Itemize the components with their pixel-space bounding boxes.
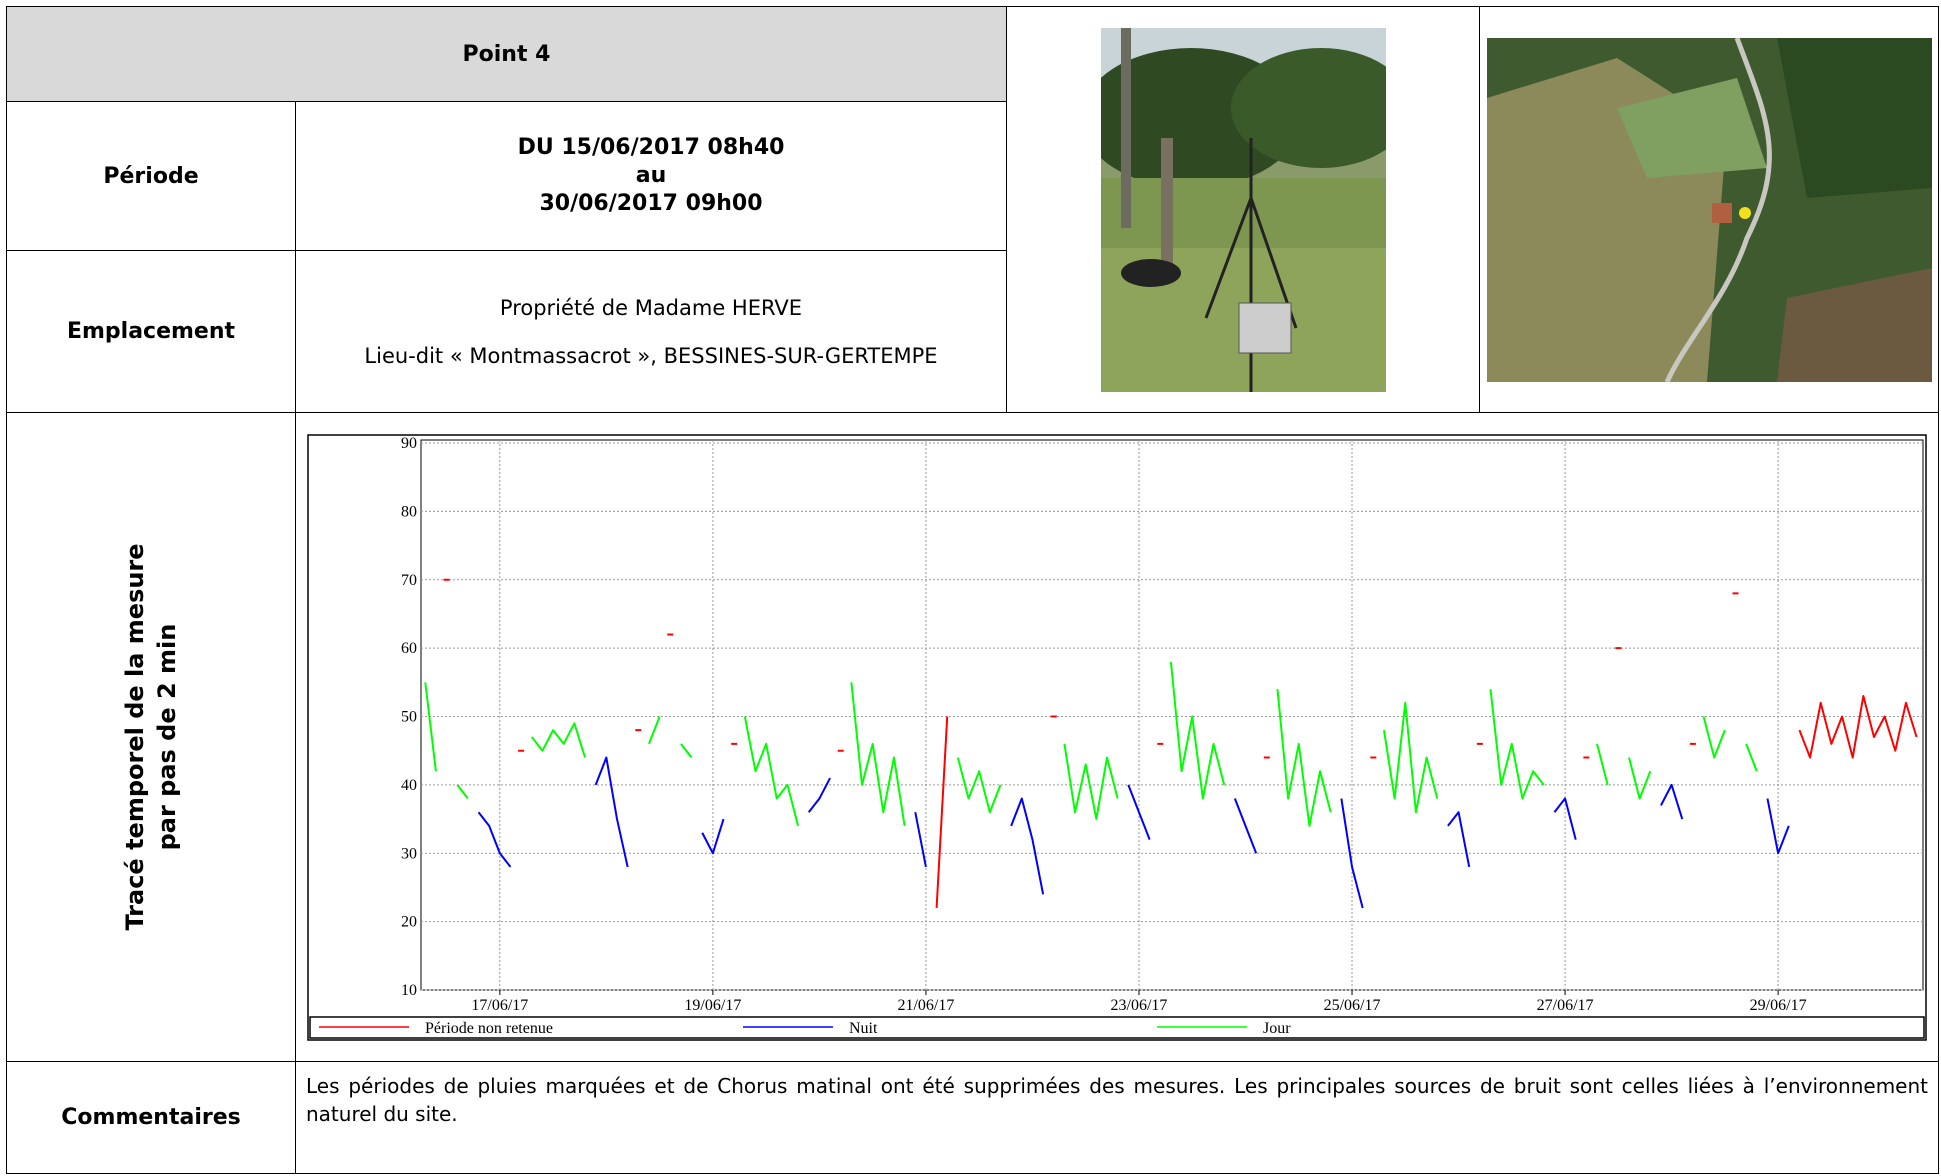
aerial-photo (1486, 37, 1932, 382)
x-tick-label: 17/06/17 (471, 997, 528, 1014)
period-line: au (635, 163, 667, 188)
y-tick-label: 20 (401, 914, 417, 931)
x-tick-label: 27/06/17 (1537, 997, 1594, 1014)
y-tick-label: 30 (401, 845, 417, 862)
row-label: Emplacement (66, 319, 236, 344)
y-tick-label: 90 (401, 435, 417, 452)
x-tick-label: 21/06/17 (897, 997, 954, 1014)
line-series (443, 578, 1918, 909)
location-line: Lieu-dit « Montmassacrot », BESSINES-SUR… (364, 343, 938, 368)
legend-box (309, 1016, 1925, 1039)
legend-label: Période non retenue (425, 1020, 553, 1037)
period-line: 30/06/2017 09h00 (539, 191, 763, 216)
y-tick-label: 60 (401, 640, 417, 657)
y-tick-label: 70 (401, 572, 417, 589)
y-tick-label: 50 (401, 709, 417, 726)
x-tick-label: 23/06/17 (1111, 997, 1168, 1014)
comment-cell: Les périodes de pluies marquées et de Ch… (295, 1061, 1939, 1174)
legend-label: Jour (1263, 1020, 1291, 1037)
title-cell: Point 4 (6, 6, 1007, 102)
row-label: Commentaires (61, 1105, 241, 1130)
comment-text: Les périodes de pluies marquées et de Ch… (306, 1074, 1928, 1126)
chart-frame (307, 434, 1927, 1041)
plot-area (420, 439, 1924, 991)
y-tick-label: 10 (401, 982, 417, 999)
line-series (477, 756, 1790, 909)
row-label: Période (103, 163, 199, 189)
location-line: Propriété de Madame HERVE (499, 295, 803, 320)
photo-cell (1479, 6, 1939, 413)
label-cell: Commentaires (6, 1061, 296, 1174)
x-tick-label: 25/06/17 (1324, 997, 1381, 1014)
title: Point 4 (462, 41, 551, 67)
y-tick-label: 40 (401, 777, 417, 794)
photo (1100, 27, 1386, 392)
x-tick-label: 19/06/17 (684, 997, 741, 1014)
legend-label: Nuit (849, 1020, 878, 1037)
x-tick-label: 29/06/17 (1750, 997, 1807, 1014)
line-series (424, 661, 1758, 827)
photo-cell (1006, 6, 1480, 413)
period-line: DU 15/06/2017 08h40 (517, 135, 785, 160)
y-tick-label: 80 (401, 503, 417, 520)
